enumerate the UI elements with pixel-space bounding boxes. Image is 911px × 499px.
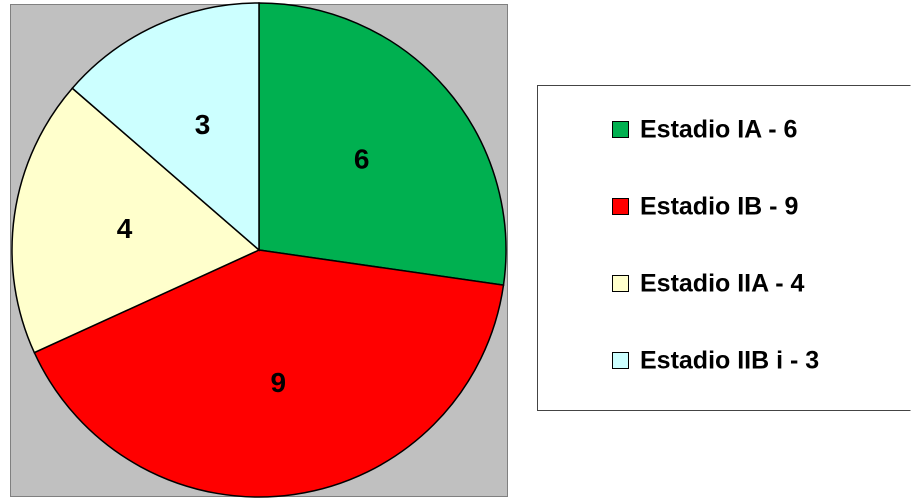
pie-slice (11, 87, 261, 354)
pie-slice (71, 2, 260, 252)
data-label: 4 (117, 213, 133, 244)
legend-swatch (612, 275, 629, 292)
legend-label: Estadio IIB i - 3 (640, 347, 819, 375)
legend-label: Estadio IIA - 4 (640, 270, 804, 298)
legend-label: Estadio IB - 9 (640, 193, 798, 221)
legend-box (537, 85, 911, 411)
legend-swatch (612, 121, 629, 138)
data-label: 9 (271, 367, 287, 398)
data-label: 6 (354, 143, 370, 174)
pie-slice (258, 2, 507, 287)
legend-swatch (612, 352, 629, 369)
legend-label: Estadio IA - 6 (640, 116, 797, 144)
pie-slice (33, 249, 505, 498)
data-label: 3 (195, 109, 211, 140)
legend-swatch (612, 198, 629, 215)
